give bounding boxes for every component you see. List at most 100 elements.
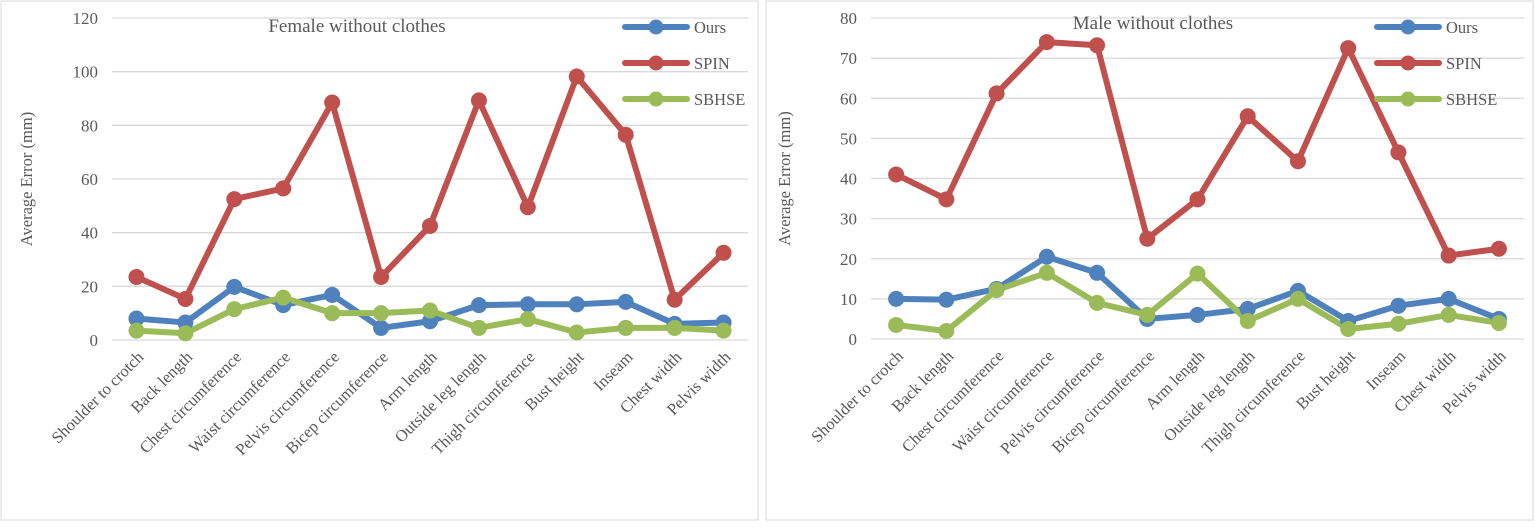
male-y-tick-label: 50	[840, 129, 857, 148]
male-point-spin	[1189, 191, 1206, 208]
male-y-tick-label: 80	[840, 9, 857, 28]
female-y-axis-label: Average Error (mm)	[17, 112, 36, 246]
female-point-spin	[568, 68, 585, 85]
male-point-sbhse	[888, 316, 905, 333]
female-y-tick-label: 120	[73, 9, 99, 28]
female-legend-marker	[648, 19, 664, 35]
male-legend-marker	[1400, 19, 1416, 35]
female-point-spin	[226, 191, 243, 208]
female-point-sbhse	[128, 322, 145, 339]
male-point-ours	[1390, 297, 1407, 314]
female-y-tick-label: 20	[81, 277, 98, 296]
male-point-spin	[1289, 153, 1306, 170]
female-point-spin	[128, 268, 145, 285]
female-point-sbhse	[422, 302, 438, 319]
female-point-sbhse	[715, 322, 732, 339]
male-point-sbhse	[1089, 294, 1106, 311]
female-y-tick-label: 40	[81, 224, 98, 243]
male-point-spin	[888, 166, 905, 183]
male-point-spin	[1390, 144, 1407, 161]
female-y-tick-label: 60	[81, 170, 98, 189]
female-point-sbhse	[226, 301, 243, 318]
male-point-sbhse	[1390, 315, 1407, 332]
male-point-spin	[1089, 37, 1106, 54]
male-legend-marker	[1400, 55, 1416, 71]
male-point-sbhse	[938, 322, 955, 339]
male-point-ours	[1189, 306, 1206, 323]
female-point-spin	[275, 180, 292, 197]
female-legend-label: SBHSE	[694, 90, 745, 109]
male-y-tick-label: 70	[840, 49, 857, 68]
female-point-ours	[470, 297, 487, 314]
male-point-spin	[988, 85, 1005, 102]
female-point-spin	[373, 268, 390, 285]
male-y-tick-label: 60	[840, 89, 857, 108]
female-point-spin	[324, 94, 341, 111]
female-legend-marker	[648, 91, 664, 107]
female-point-sbhse	[666, 319, 683, 336]
male-chart-title: Male without clothes	[1073, 13, 1233, 34]
male-point-sbhse	[1490, 314, 1507, 331]
female-point-ours	[324, 286, 341, 303]
female-y-tick-label: 80	[81, 116, 98, 135]
female-point-ours	[568, 296, 585, 313]
male-y-tick-label: 40	[840, 170, 857, 189]
female-point-sbhse	[470, 319, 487, 336]
female-point-sbhse	[568, 324, 585, 341]
male-legend-marker	[1400, 91, 1416, 107]
male-point-ours	[1440, 290, 1457, 307]
male-point-sbhse	[1189, 265, 1206, 282]
female-chart: 0 20 40 60 80 100 120 Average Error (mm) Female …	[0, 0, 759, 521]
female-legend-label: Ours	[694, 18, 726, 37]
male-point-sbhse	[1239, 312, 1256, 329]
male-point-sbhse	[988, 282, 1005, 299]
female-point-sbhse	[324, 305, 341, 322]
female-y-tick-label: 0	[90, 331, 99, 350]
male-point-spin	[1239, 108, 1256, 125]
female-point-sbhse	[519, 311, 536, 328]
female-point-sbhse	[617, 319, 634, 336]
male-point-spin	[1490, 240, 1507, 257]
female-point-ours	[373, 319, 390, 336]
female-point-ours	[128, 310, 145, 327]
female-point-spin	[715, 244, 732, 261]
female-point-spin	[666, 291, 683, 308]
male-point-ours	[1038, 248, 1055, 265]
male-point-sbhse	[1289, 290, 1306, 307]
male-point-spin	[938, 191, 955, 208]
male-y-axis-label: Average Error (mm)	[775, 111, 794, 245]
male-point-spin	[1038, 34, 1055, 51]
female-y-tick-label: 100	[73, 63, 99, 82]
female-chart-title: Female without clothes	[268, 16, 445, 37]
male-point-spin	[1340, 40, 1357, 57]
male-point-spin	[1139, 230, 1156, 247]
female-legend-marker	[648, 55, 664, 71]
male-legend-label: SPIN	[1446, 54, 1482, 73]
female-point-ours	[617, 293, 634, 310]
male-point-sbhse	[1440, 306, 1457, 323]
female-point-ours	[226, 278, 243, 295]
male-point-ours	[888, 290, 905, 307]
female-point-ours	[519, 296, 536, 313]
female-point-sbhse	[177, 325, 194, 342]
female-chart-panel: 0 20 40 60 80 100 120 Average Error (mm) Female …	[0, 0, 760, 523]
male-chart: 0 10 20 30 40 50 60 70 80 Average Error (mm) Male …	[765, 0, 1534, 521]
female-point-spin	[617, 126, 634, 143]
female-point-sbhse	[373, 305, 390, 322]
female-point-sbhse	[275, 289, 292, 306]
female-point-spin	[470, 92, 487, 109]
male-point-ours	[938, 291, 955, 308]
male-point-sbhse	[1340, 320, 1357, 337]
male-point-ours	[1239, 300, 1256, 317]
male-y-tick-label: 20	[840, 250, 857, 269]
male-y-tick-label: 10	[840, 290, 857, 309]
male-point-ours	[1089, 264, 1106, 281]
female-point-spin	[177, 290, 194, 307]
male-chart-border	[765, 0, 1534, 521]
male-chart-panel: 0 10 20 30 40 50 60 70 80 Average Error (mm) Male …	[765, 0, 1535, 523]
male-y-tick-label: 30	[840, 210, 857, 229]
male-legend-label: SBHSE	[1446, 90, 1497, 109]
male-y-tick-label: 0	[849, 330, 858, 349]
female-point-spin	[519, 199, 536, 216]
male-point-spin	[1440, 247, 1457, 264]
